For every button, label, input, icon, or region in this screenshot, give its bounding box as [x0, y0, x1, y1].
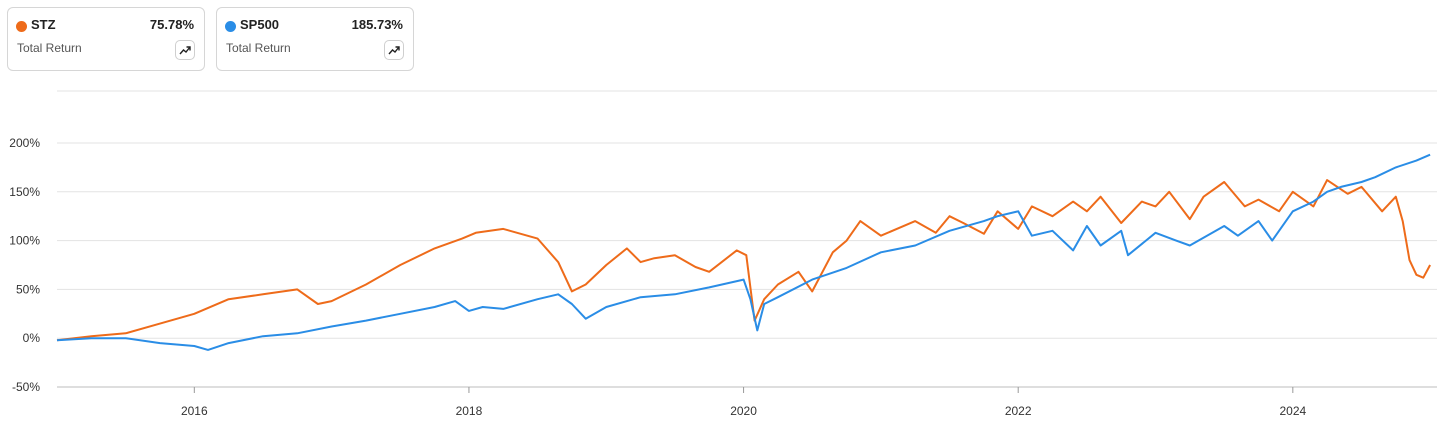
legend-return-value: 185.73% — [351, 17, 403, 32]
series-line-sp500 — [56, 153, 1431, 351]
x-tick-label: 2020 — [730, 404, 757, 418]
x-tick-label: 2024 — [1279, 404, 1306, 418]
legend-ticker: STZ — [31, 17, 56, 32]
y-tick-label: 150% — [9, 185, 40, 199]
legend-return-label: Total Return — [226, 41, 291, 55]
sp500-color-dot — [225, 21, 236, 32]
legend-return-label: Total Return — [17, 41, 82, 55]
x-tick-label: 2018 — [456, 404, 483, 418]
legend-ticker: SP500 — [240, 17, 280, 32]
total-return-chart: 200%150%100%50%0%-50% 2016 2018 2020 2022 20… — [9, 90, 1437, 418]
legend-return-value: 75.78% — [149, 17, 194, 32]
trend-up-icon[interactable] — [175, 40, 195, 60]
chart-gridlines — [57, 90, 1437, 388]
chart-series — [56, 153, 1431, 351]
trend-up-icon[interactable] — [384, 40, 404, 60]
y-tick-label: -50% — [12, 380, 40, 394]
stz-color-dot — [16, 21, 27, 32]
series-line-stz — [56, 179, 1431, 342]
y-axis-labels: 200% 150% 100% 50% 0% -50% — [9, 136, 40, 394]
x-tick-label: 2022 — [1005, 404, 1032, 418]
legend-card-sp500[interactable]: SP500 185.73% Total Return — [216, 7, 414, 71]
y-tick-label: 0% — [23, 331, 41, 345]
x-tick-label: 2016 — [181, 404, 208, 418]
x-axis: 2016 2018 2020 2022 2024 — [57, 386, 1437, 418]
y-tick-label: 200% — [9, 136, 40, 150]
y-tick-label: 50% — [16, 282, 40, 296]
y-tick-label: 100% — [9, 234, 40, 248]
legend-card-stz[interactable]: STZ 75.78% Total Return — [7, 7, 205, 71]
